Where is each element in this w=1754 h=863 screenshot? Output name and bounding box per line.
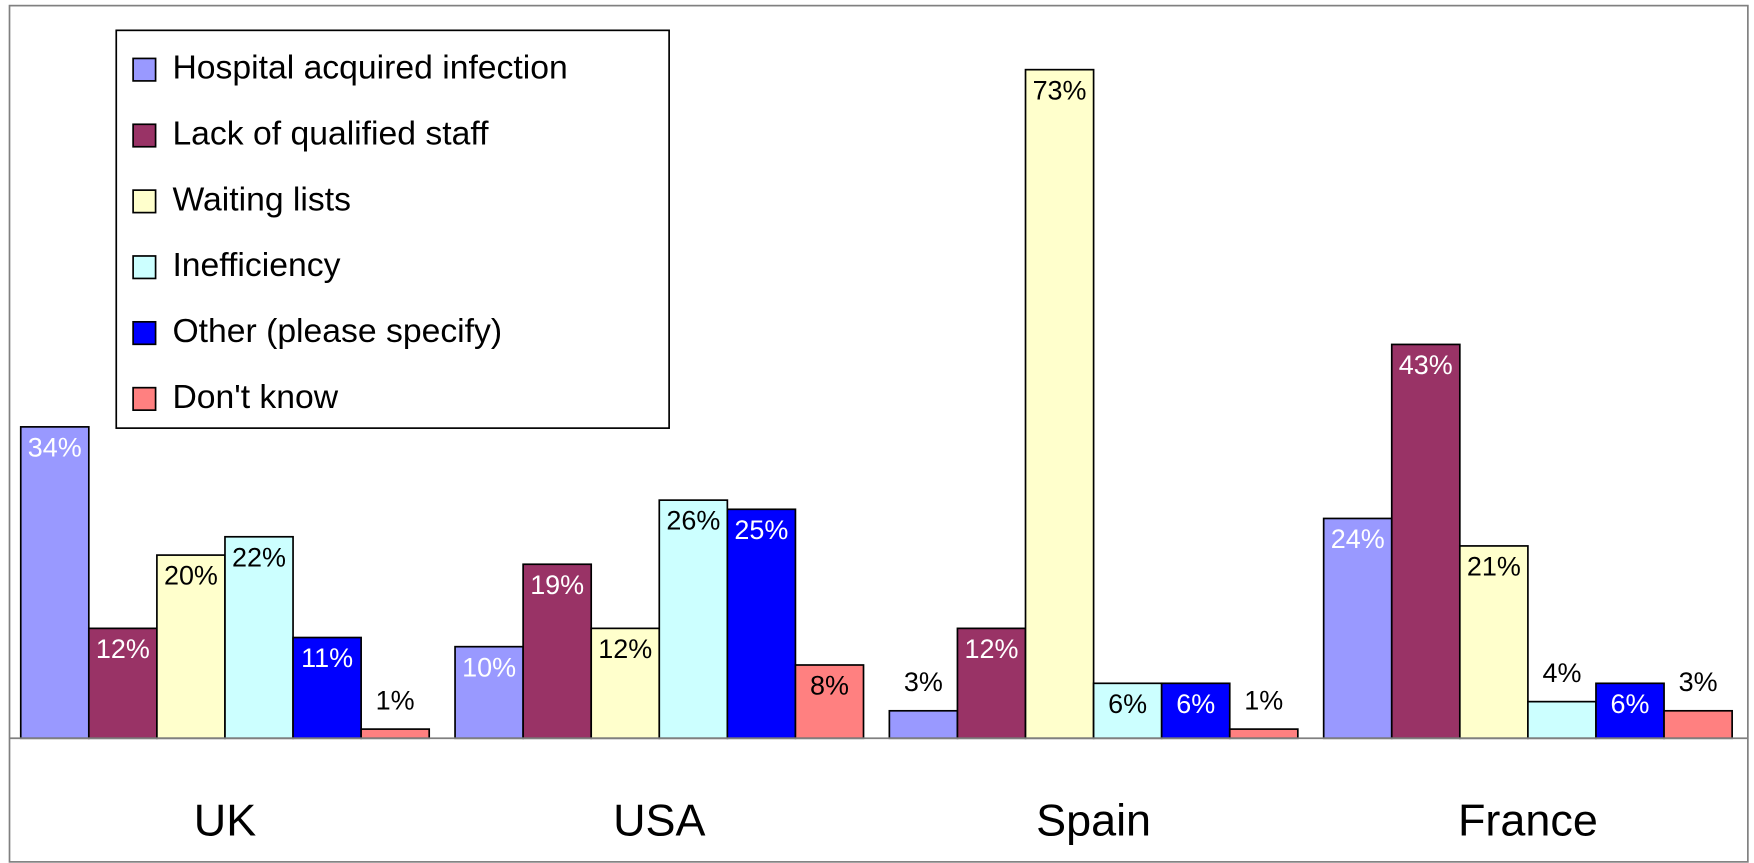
data-label: 11% <box>301 643 353 673</box>
data-label: 21% <box>1467 552 1521 582</box>
legend-swatch <box>132 123 157 148</box>
legend-label: Don't know <box>172 378 338 416</box>
bar <box>1024 68 1095 740</box>
data-label: 73% <box>1033 75 1087 105</box>
data-label: 4% <box>1542 658 1581 688</box>
legend-swatch <box>132 320 157 346</box>
bar <box>87 627 158 740</box>
bar <box>1663 709 1733 740</box>
data-label: 3% <box>904 667 943 697</box>
data-label: 6% <box>1611 689 1650 719</box>
bar <box>156 554 226 740</box>
legend-label: Lack of qualified staff <box>172 114 489 152</box>
data-label: 6% <box>1176 689 1215 719</box>
bar <box>1527 700 1597 740</box>
data-label: 34% <box>28 432 82 462</box>
bar <box>454 645 524 740</box>
data-label: 12% <box>965 634 1019 664</box>
bar <box>658 499 729 740</box>
x-tick-label: UK <box>194 795 256 846</box>
bar <box>590 627 661 740</box>
data-label: 3% <box>1679 667 1718 697</box>
data-label: 10% <box>462 652 516 682</box>
data-label: 26% <box>666 506 720 536</box>
bar <box>1092 682 1163 740</box>
bar <box>1322 517 1393 740</box>
bar <box>888 709 959 740</box>
legend-box <box>115 29 670 429</box>
data-label: 1% <box>1244 685 1283 715</box>
x-tick-label: France <box>1458 795 1598 846</box>
legend-swatch <box>132 189 157 214</box>
legend-swatch <box>132 386 157 411</box>
data-label: 20% <box>164 561 218 591</box>
bar <box>794 664 865 740</box>
legend-swatch <box>132 255 157 280</box>
data-label: 8% <box>810 671 849 701</box>
x-tick-label: Spain <box>1036 795 1151 846</box>
data-label: 43% <box>1399 350 1453 380</box>
bar <box>1228 728 1299 740</box>
data-label: 1% <box>376 685 415 715</box>
data-label: 24% <box>1331 524 1385 554</box>
data-label: 6% <box>1108 689 1147 719</box>
data-label: 19% <box>530 570 584 600</box>
legend-swatch <box>132 57 157 82</box>
legend-label: Inefficiency <box>172 246 340 284</box>
data-label: 25% <box>734 515 788 545</box>
bar <box>1390 343 1461 740</box>
x-tick-label: USA <box>613 795 705 846</box>
bar <box>360 728 431 740</box>
data-label: 22% <box>232 542 286 572</box>
bar <box>1595 682 1665 740</box>
legend-label: Other (please specify) <box>172 312 502 350</box>
legend-label: Waiting lists <box>172 180 351 218</box>
legend-label: Hospital acquired infection <box>172 49 567 87</box>
bar <box>19 426 90 740</box>
data-label: 12% <box>598 634 652 664</box>
data-label: 12% <box>96 634 150 664</box>
